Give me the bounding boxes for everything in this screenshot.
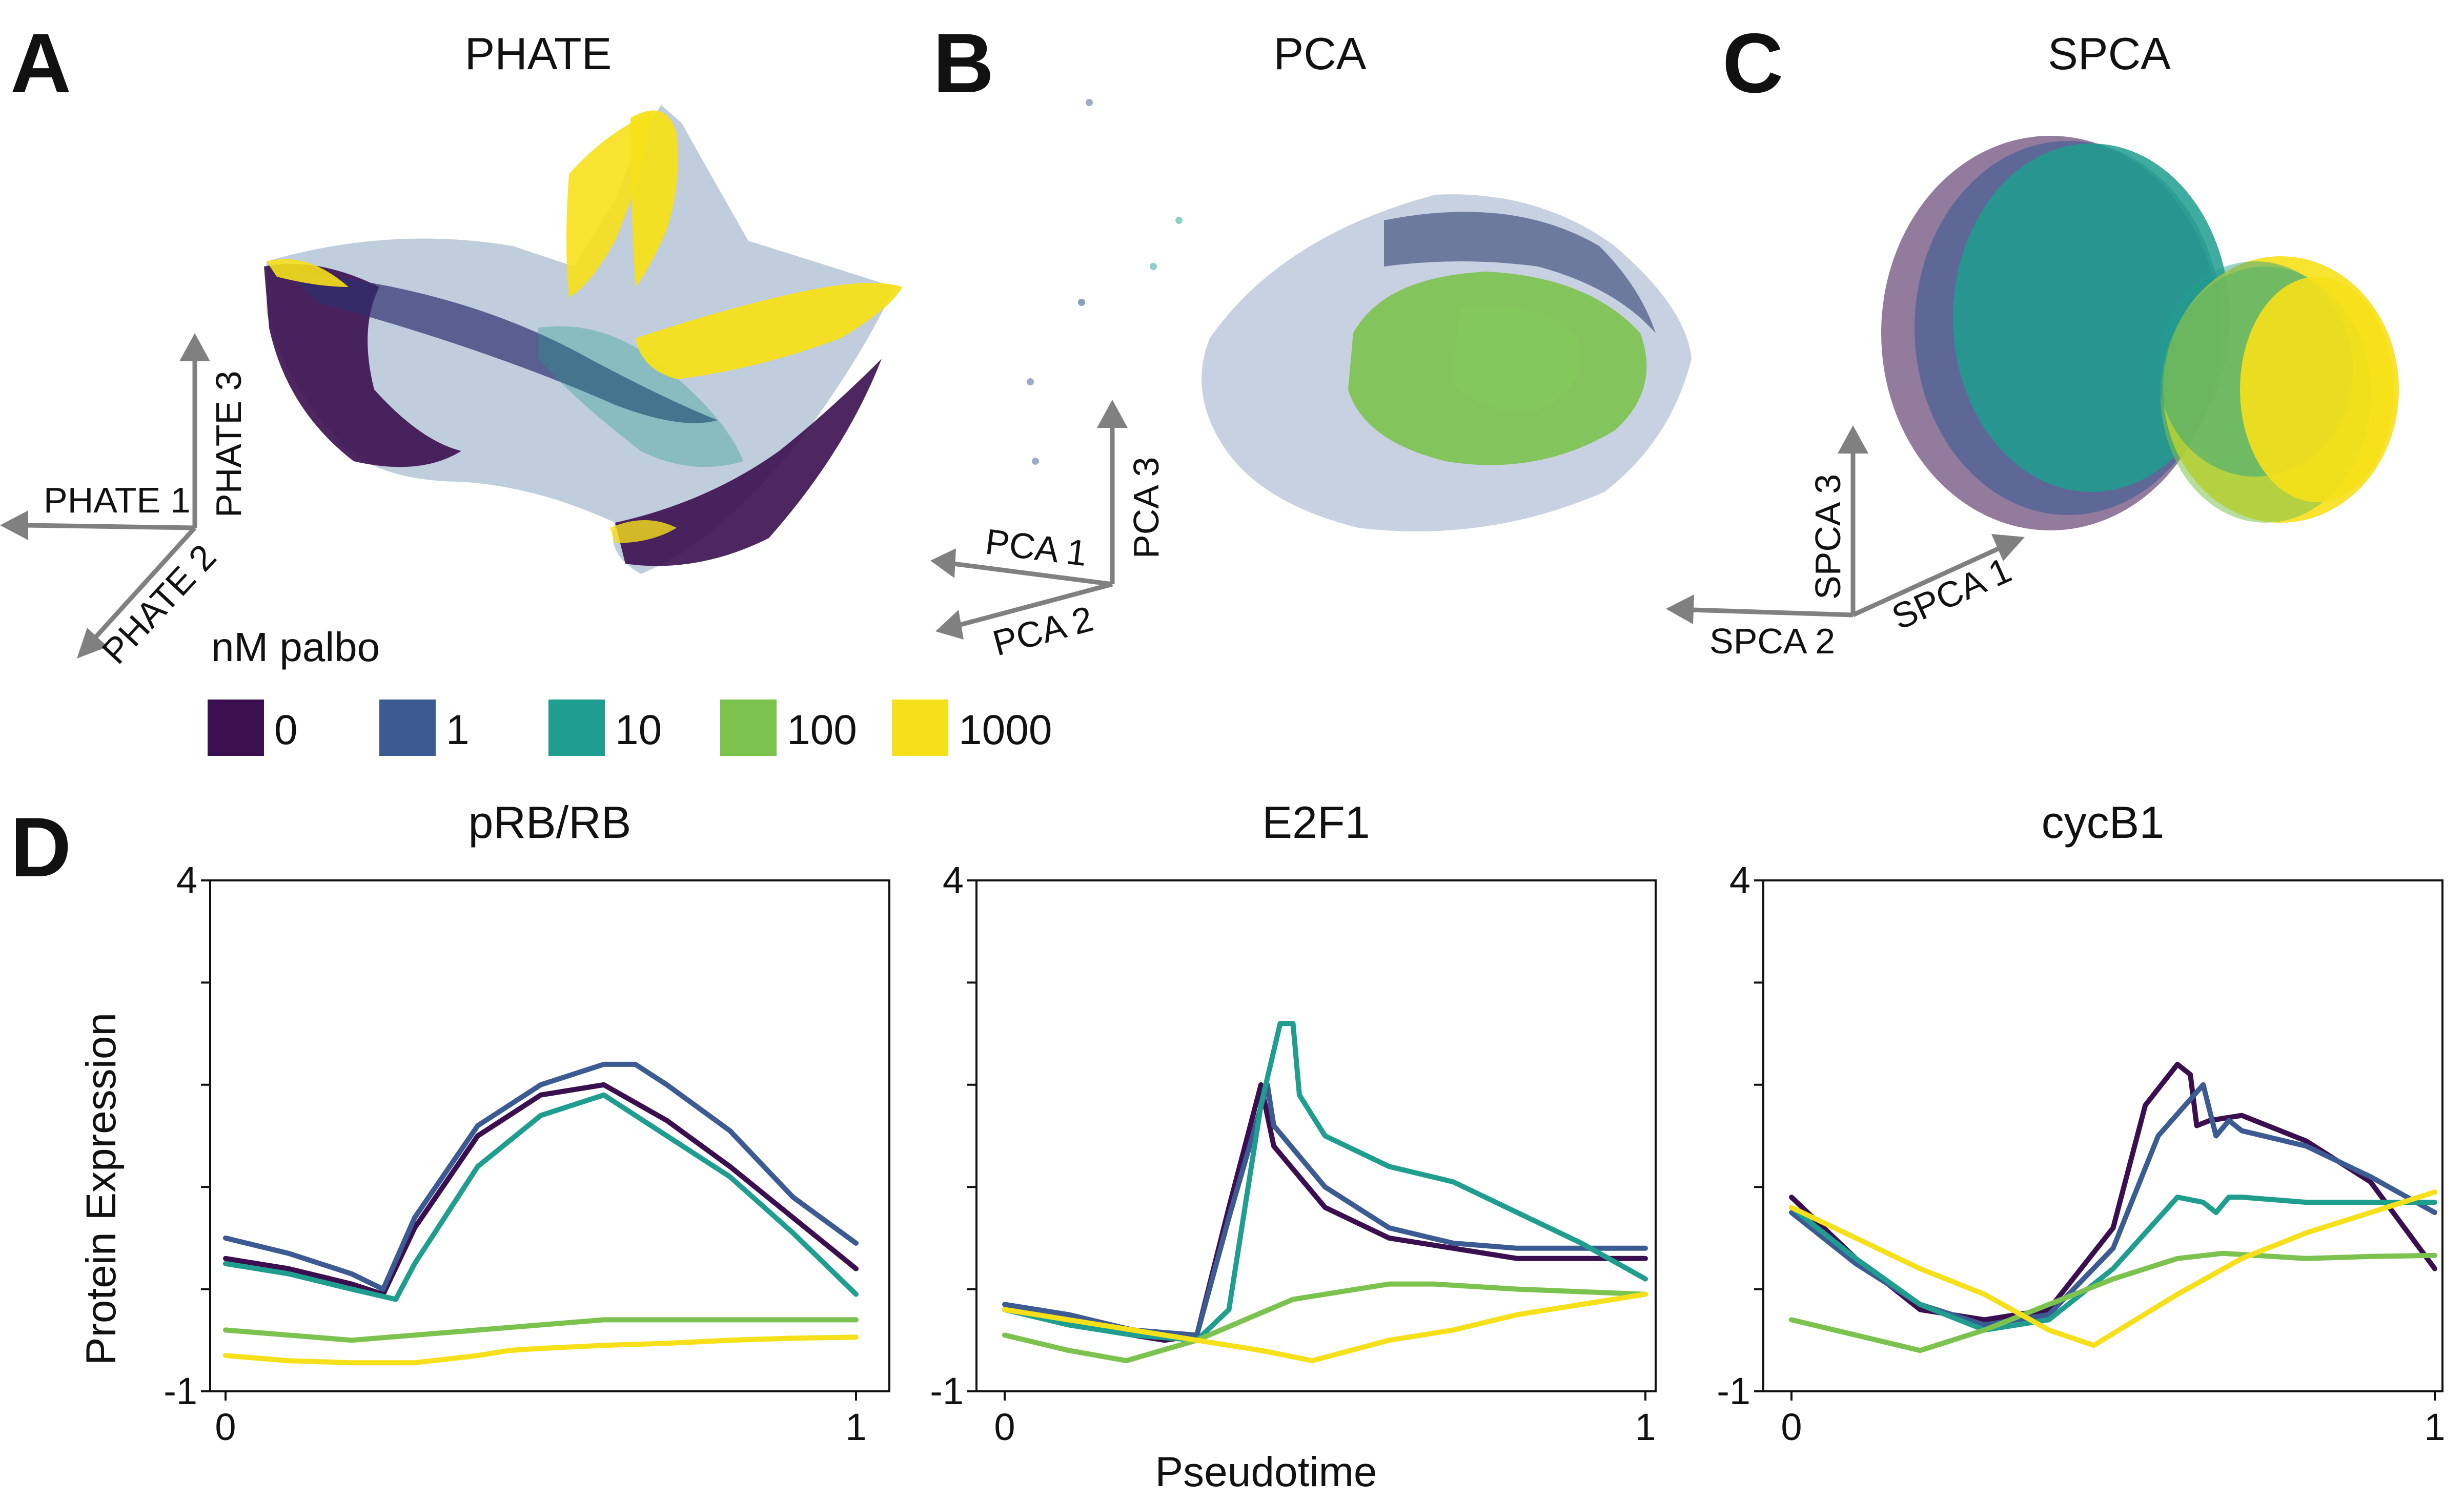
panel-d: D Protein Expression Pseudotime pRB/RB -1… [10,797,2446,1495]
spca-scatter-cloud [1881,136,2399,530]
legend-label: 1000 [959,707,1052,753]
series-line-1 [223,1061,859,1292]
legend-label: 1 [446,707,470,753]
y-tick-label: -1 [164,1370,197,1412]
line-chart: E2F1 -1 4 0 1 [930,797,1657,1448]
legend-swatch [208,700,264,756]
line-chart: cycB1 -1 4 0 1 [1717,797,2445,1448]
chart-title: pRB/RB [469,797,632,848]
legend-item: 1000 [892,700,1052,756]
panel-c: C SPCA SPCA 1 SPCA 2 SPCA 3 [1666,16,2399,661]
series-line-10 [1002,1021,1648,1343]
axis-label-spca-2: SPCA 2 [1709,621,1835,661]
legend-swatch [720,700,777,756]
panel-letter-c: C [1722,16,1783,110]
x-tick-label: 0 [994,1406,1015,1448]
series-line-0 [1002,1082,1648,1343]
axis-label-phate-3: PHATE 3 [209,371,249,518]
chart-title: E2F1 [1262,797,1370,848]
panel-title-spca: SPCA [2048,28,2171,79]
plot-frame [1762,879,2443,1392]
legend-label: 0 [274,707,298,753]
y-tick-label: -1 [930,1370,964,1412]
series-line-100 [223,1317,859,1343]
spca-axes-arrows [1666,425,2025,624]
y-tick-label: 4 [176,859,197,901]
y-axis-label: Protein Expression [78,1013,125,1365]
series-line-0 [223,1082,859,1297]
legend: nM palbo 0 1 10 100 1000 [208,624,1052,756]
panel-letter-d: D [10,800,71,894]
x-axis-label: Pseudotime [1155,1449,1377,1495]
pca-scatter-cloud [1027,99,1692,531]
x-tick-label: 1 [1635,1406,1656,1448]
series-line-1000 [223,1334,859,1366]
legend-title: nM palbo [211,624,380,670]
series-line-1000 [1002,1291,1648,1364]
chart-title: cycB1 [2042,797,2165,848]
pca-axes-arrows [930,400,1128,640]
axis-label-spca-3: SPCA 3 [1808,474,1848,600]
series-line-10 [1789,1195,2437,1333]
legend-swatch [548,700,605,756]
series-line-100 [1789,1250,2437,1353]
axis-label-phate-1: PHATE 1 [44,480,191,520]
legend-label: 100 [787,707,857,753]
panel-b: B PCA PCA 1 PCA 2 PCA 3 [930,16,1692,663]
panel-letter-a: A [10,16,71,110]
axis-label-spca-1: SPCA 1 [1886,550,2017,638]
panel-title-phate: PHATE [465,28,612,79]
panel-title-pca: PCA [1274,28,1367,79]
legend-item: 0 [208,700,298,756]
y-tick-label: -1 [1717,1370,1750,1412]
phate-axes-arrows [0,333,210,659]
axis-label-pca-2: PCA 2 [989,599,1097,664]
series-line-10 [223,1092,859,1302]
line-chart: pRB/RB -1 4 0 1 [164,797,890,1448]
legend-item: 100 [720,700,857,756]
axis-label-pca-3: PCA 3 [1126,457,1166,559]
panel-a: A PHATE PHATE [0,16,902,671]
series-line-1000 [1789,1189,2437,1348]
legend-swatch [379,700,436,756]
legend-swatch [892,700,948,756]
axis-label-phate-2: PHATE 2 [94,537,223,671]
x-tick-label: 0 [215,1406,236,1448]
x-tick-label: 1 [845,1406,866,1448]
line-plots: pRB/RB -1 4 0 1 E2F1 -1 4 0 1 cycB1 -1 4 0 1 [164,797,2445,1448]
axis-label-pca-1: PCA 1 [983,521,1089,573]
x-tick-label: 0 [1781,1406,1802,1448]
legend-label: 10 [615,707,662,753]
series-line-100 [1002,1281,1648,1364]
legend-item: 1 [379,700,470,756]
plot-frame [975,879,1657,1392]
phate-scatter-cloud [264,105,902,574]
panel-letter-b: B [933,16,994,110]
legend-item: 10 [548,700,662,756]
y-tick-label: 4 [943,859,964,901]
plot-frame [209,879,890,1392]
y-tick-label: 4 [1729,859,1750,901]
x-tick-label: 1 [2424,1406,2445,1448]
